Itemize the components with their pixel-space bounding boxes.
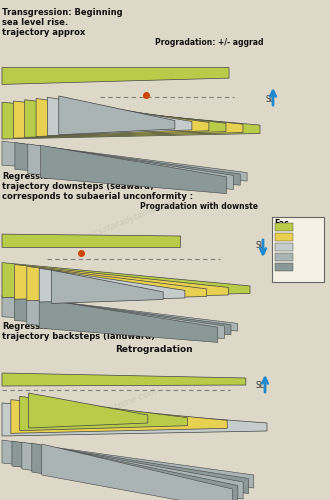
Text: geicsstaradytome.com: geicsstaradytome.com	[61, 386, 159, 434]
Bar	[275, 223, 293, 231]
Polygon shape	[20, 396, 187, 430]
Polygon shape	[11, 400, 227, 434]
Text: Progradation with downste: Progradation with downste	[140, 202, 258, 211]
Polygon shape	[15, 264, 228, 299]
Polygon shape	[2, 373, 246, 386]
Polygon shape	[2, 234, 181, 247]
Text: trajectory backsteps (landward): trajectory backsteps (landward)	[2, 332, 155, 341]
Bar	[275, 253, 293, 261]
Polygon shape	[27, 266, 207, 300]
Polygon shape	[2, 295, 238, 331]
Polygon shape	[2, 68, 229, 84]
Polygon shape	[42, 444, 233, 500]
Polygon shape	[12, 441, 248, 494]
Bar	[272, 217, 324, 282]
Polygon shape	[28, 144, 233, 190]
Text: SL: SL	[255, 240, 264, 250]
Polygon shape	[15, 296, 231, 335]
Bar	[275, 233, 293, 241]
Text: sea level rise.: sea level rise.	[2, 18, 68, 27]
Text: Retrogradation: Retrogradation	[115, 345, 193, 354]
Polygon shape	[2, 403, 267, 436]
Polygon shape	[41, 146, 226, 194]
Text: Modified from Ca: Modified from Ca	[170, 483, 224, 488]
Text: SL: SL	[256, 380, 265, 390]
Text: Fac: Fac	[274, 219, 289, 228]
Text: Regression:: Regression:	[2, 172, 58, 181]
Polygon shape	[39, 268, 185, 302]
Polygon shape	[2, 440, 254, 488]
Polygon shape	[15, 142, 240, 185]
Polygon shape	[28, 393, 148, 428]
Bar	[275, 263, 293, 271]
Polygon shape	[51, 270, 163, 304]
Polygon shape	[2, 102, 260, 139]
Polygon shape	[59, 96, 175, 135]
Polygon shape	[36, 98, 209, 136]
Polygon shape	[22, 442, 243, 499]
Polygon shape	[48, 97, 192, 136]
Text: corresponds to subaerial unconformity :: corresponds to subaerial unconformity :	[2, 192, 193, 201]
Text: SL: SL	[265, 96, 274, 104]
Polygon shape	[32, 443, 238, 500]
Text: Regression:: Regression:	[2, 322, 58, 331]
Polygon shape	[39, 298, 218, 343]
Text: Progradation: +/- aggrad: Progradation: +/- aggrad	[155, 38, 263, 47]
Text: trajectory downsteps (seaward): trajectory downsteps (seaward)	[2, 182, 154, 191]
Polygon shape	[27, 298, 224, 339]
Polygon shape	[2, 262, 250, 298]
Polygon shape	[2, 141, 247, 181]
Text: trajectory approx: trajectory approx	[2, 28, 85, 37]
Text: geicsstaradytome.com: geicsstaradytome.com	[81, 196, 180, 244]
Text: Transgression: Beginning: Transgression: Beginning	[2, 8, 123, 17]
Polygon shape	[25, 100, 226, 138]
Polygon shape	[13, 101, 243, 138]
Bar	[275, 243, 293, 251]
